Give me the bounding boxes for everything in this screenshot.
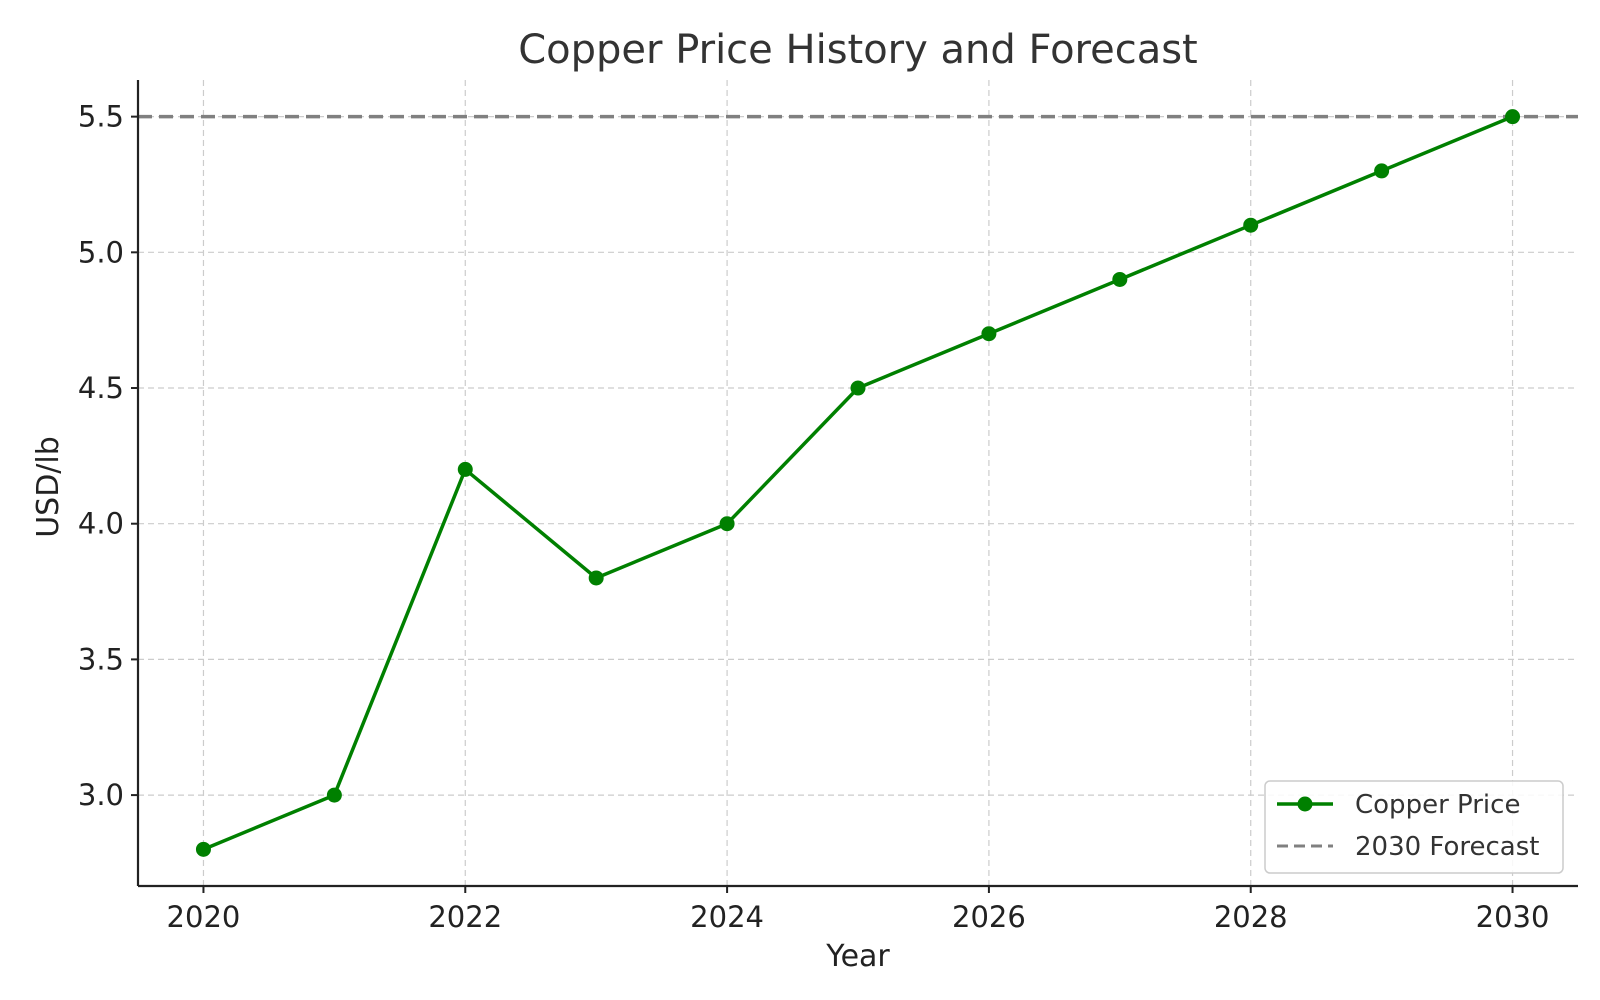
y-tick-label-3.0: 3.0 [78,778,124,812]
legend-label-copper-price: Copper Price [1355,790,1520,820]
tick-labels: 2020 2022 2024 2026 2028 2030 3.0 3.5 4.0 4.5 5.0 5… [78,100,1550,934]
y-tick-label-3.5: 3.5 [78,642,124,676]
chart-title: Copper Price History and Forecast [518,27,1198,73]
data-point-2023 [588,570,604,586]
grid-lines [138,80,1578,886]
axes [136,80,1578,888]
data-point-2027 [1112,271,1128,287]
x-axis-label: Year [825,939,890,974]
legend: Copper Price 2030 Forecast [1264,780,1564,874]
x-tick-label-2024: 2024 [690,900,764,934]
legend-label-2030-forecast: 2030 Forecast [1355,832,1539,862]
data-point-2024 [719,516,735,532]
y-tick-label-5.0: 5.0 [78,235,124,269]
data-point-2029 [1374,163,1390,179]
x-tick-label-2022: 2022 [428,900,502,934]
x-tick-label-2030: 2030 [1476,900,1550,934]
data-point-2025 [850,380,866,396]
x-tick-label-2028: 2028 [1214,900,1288,934]
y-tick-label-5.5: 5.5 [78,100,124,134]
series-line-copper-price [202,115,1514,851]
data-point-2026 [981,326,997,342]
data-point-2020 [195,841,211,857]
x-tick-label-2020: 2020 [167,900,241,934]
series-layer [195,109,1521,857]
legend-marker-copper-price [1297,796,1313,812]
data-point-2030 [1505,109,1521,125]
y-tick-label-4.0: 4.0 [78,507,124,541]
legend-box [1264,780,1564,874]
data-point-2021 [326,787,342,803]
y-tick-label-4.5: 4.5 [78,371,124,405]
x-tick-label-2026: 2026 [952,900,1026,934]
data-point-2022 [457,461,473,477]
data-point-2028 [1243,217,1259,233]
y-axis-label: USD/lb [31,436,66,538]
